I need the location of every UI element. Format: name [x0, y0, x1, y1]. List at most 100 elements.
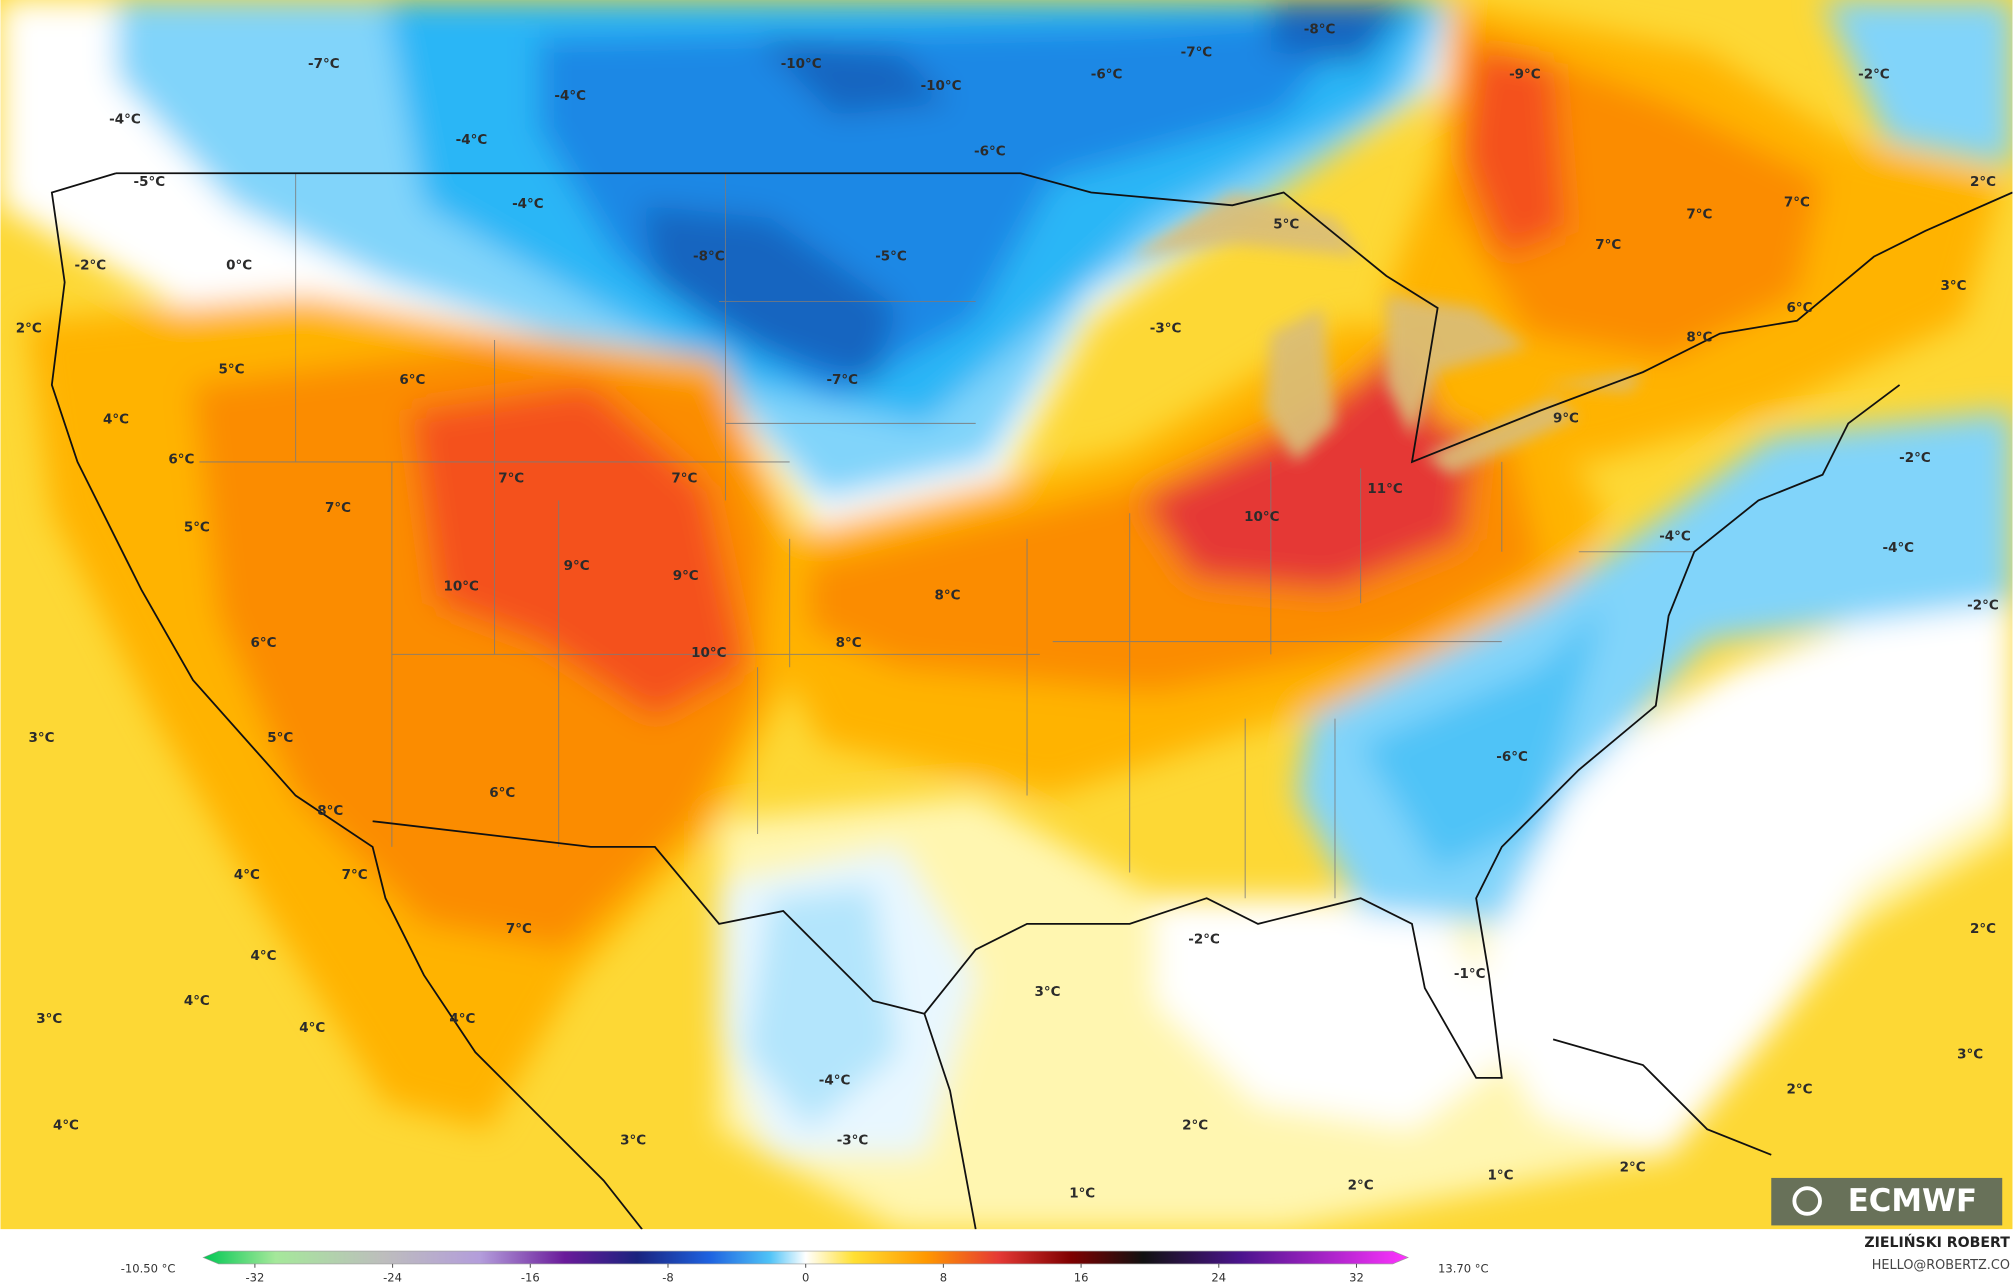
temperature-label: 7°C: [1686, 206, 1712, 222]
colorbar-tick-label: 32: [1349, 1271, 1364, 1285]
temperature-label: 4°C: [103, 412, 129, 428]
temperature-label: 8°C: [1686, 329, 1712, 345]
colorbar-tick-label: 8: [940, 1271, 947, 1285]
temperature-label: -7°C: [1181, 45, 1213, 61]
temperature-label: 6°C: [399, 372, 425, 388]
temperature-label: -1°C: [1454, 966, 1486, 982]
temperature-label: 8°C: [317, 803, 343, 819]
colorbar-min-label: -10.50 °C: [121, 1262, 176, 1276]
temperature-label: 3°C: [1035, 984, 1061, 1000]
temperature-label: -7°C: [308, 56, 340, 72]
temperature-label: 2°C: [1182, 1117, 1208, 1133]
temperature-label: -2°C: [75, 258, 107, 274]
temperature-label: 7°C: [1784, 195, 1810, 211]
temperature-label: -6°C: [1091, 66, 1123, 82]
temperature-label: -6°C: [1496, 749, 1528, 765]
temperature-label: 10°C: [691, 645, 726, 661]
temperature-label: 11°C: [1367, 481, 1402, 497]
temperature-label: 5°C: [218, 362, 244, 378]
temperature-label: 8°C: [836, 635, 862, 651]
temperature-label: 4°C: [234, 867, 260, 883]
temperature-label: -4°C: [1659, 528, 1691, 544]
temperature-label: -5°C: [134, 174, 166, 190]
temperature-label: 4°C: [449, 1011, 475, 1027]
temperature-field: [0, 0, 2013, 1230]
temperature-label: 3°C: [620, 1133, 646, 1149]
temperature-label: 4°C: [251, 948, 277, 964]
temperature-label: -2°C: [1967, 598, 1999, 614]
temperature-label: -10°C: [921, 78, 962, 94]
temperature-label: 2°C: [1970, 921, 1996, 937]
temperature-label: -4°C: [109, 111, 141, 127]
temperature-label: -2°C: [1188, 931, 1220, 947]
temperature-label: 2°C: [1786, 1081, 1812, 1097]
temperature-label: 4°C: [53, 1117, 79, 1133]
temperature-label: 4°C: [184, 993, 210, 1009]
colorbar-tick-label: -8: [662, 1271, 674, 1285]
temperature-label: 3°C: [29, 730, 55, 746]
colorbar-tick-label: 24: [1211, 1271, 1226, 1285]
temperature-label: -8°C: [693, 249, 725, 265]
ecmwf-logo: ECMWF: [1771, 1177, 2003, 1226]
temperature-label: 7°C: [506, 921, 532, 937]
temperature-label: -9°C: [1509, 66, 1541, 82]
temperature-label: -3°C: [837, 1133, 869, 1149]
temperature-label: 7°C: [498, 471, 524, 487]
temperature-label: -4°C: [512, 196, 544, 212]
temperature-label: -3°C: [1150, 320, 1182, 336]
colorbar: -10.50 °C 13.70 °C -32 -24 -16 -8 0 8 16 24 32: [121, 1250, 1489, 1285]
temperature-label: -6°C: [974, 143, 1006, 159]
temperature-label: 9°C: [673, 568, 699, 584]
logo-text: ECMWF: [1848, 1183, 1977, 1219]
temperature-label: -4°C: [819, 1072, 851, 1088]
temperature-label: -7°C: [826, 372, 858, 388]
temperature-label: 2°C: [1970, 174, 1996, 190]
colorbar-tick-label: 0: [802, 1271, 809, 1285]
temperature-label: 5°C: [267, 730, 293, 746]
temperature-label: 6°C: [168, 451, 194, 467]
temperature-label: -8°C: [1304, 22, 1336, 38]
colorbar-tick-label: -24: [383, 1271, 402, 1285]
credit-contact: HELLO@ROBERTZ.CO: [1872, 1258, 2010, 1273]
temperature-label: 8°C: [934, 587, 960, 603]
temperature-label: -4°C: [456, 132, 488, 148]
temperature-label: -4°C: [1882, 540, 1914, 556]
temperature-labels: -7°C -4°C -4°C -10°C -10°C -6°C -7°C -8°C -9°C -2…: [16, 22, 1999, 1202]
temperature-label: 7°C: [342, 867, 368, 883]
logo-box: [1771, 1177, 2003, 1226]
temperature-label: 2°C: [1620, 1160, 1646, 1176]
temperature-label: 9°C: [564, 558, 590, 574]
colorbar-bar: [202, 1250, 1409, 1265]
temperature-label: 3°C: [1940, 278, 1966, 294]
colorbar-max-label: 13.70 °C: [1438, 1262, 1488, 1276]
colorbar-tick-label: -16: [521, 1271, 540, 1285]
temperature-label: 5°C: [184, 519, 210, 535]
temperature-label: 7°C: [325, 500, 351, 516]
temperature-label: 2°C: [16, 320, 42, 336]
temperature-label: 3°C: [36, 1011, 62, 1027]
temperature-label: 4°C: [299, 1020, 325, 1036]
logo-icon: [1792, 1186, 1822, 1216]
temperature-label: 3°C: [1957, 1047, 1983, 1063]
temperature-label: -10°C: [781, 56, 822, 72]
temperature-label: 9°C: [1553, 410, 1579, 426]
temperature-label: 0°C: [226, 258, 252, 274]
temperature-label: 5°C: [1273, 217, 1299, 233]
temperature-label: 10°C: [1244, 509, 1279, 525]
temperature-label: 1°C: [1069, 1185, 1095, 1201]
temperature-label: -4°C: [554, 88, 586, 104]
temperature-label: 6°C: [489, 785, 515, 801]
temperature-label: -5°C: [875, 249, 907, 265]
temperature-label: 6°C: [251, 635, 277, 651]
temperature-label: 1°C: [1488, 1167, 1514, 1183]
colorbar-tick-label: 16: [1074, 1271, 1089, 1285]
temperature-label: -2°C: [1858, 66, 1890, 82]
temperature-label: 7°C: [1595, 237, 1621, 253]
temperature-label: 7°C: [671, 471, 697, 487]
temperature-label: 2°C: [1348, 1178, 1374, 1194]
colorbar-tick-label: -32: [245, 1271, 264, 1285]
credit-author: ZIELIŃSKI ROBERT: [1864, 1233, 2010, 1251]
temperature-label: 10°C: [443, 578, 478, 594]
temperature-label: 6°C: [1786, 300, 1812, 316]
